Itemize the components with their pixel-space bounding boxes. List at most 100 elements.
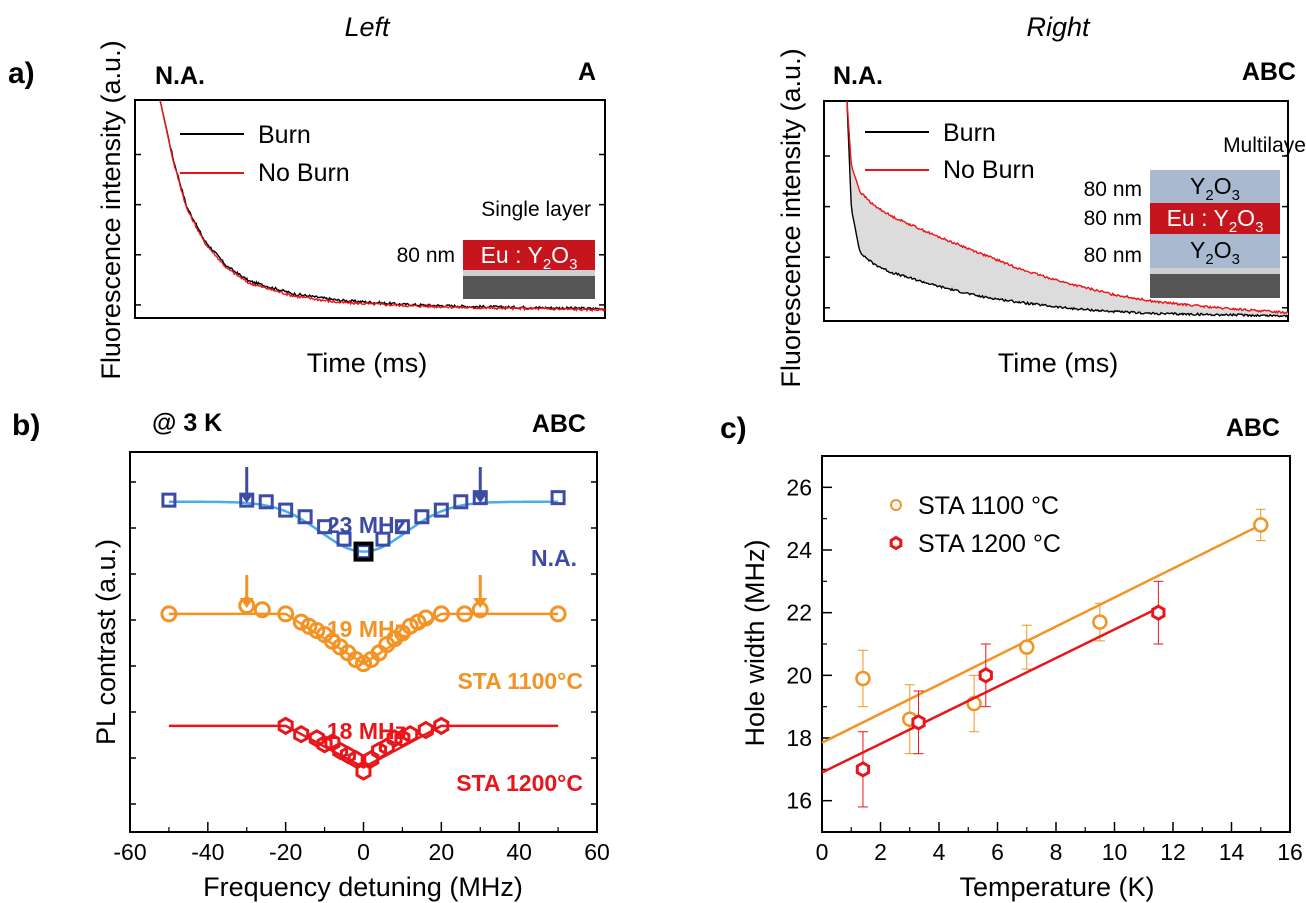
data-point-square [550,490,566,506]
data-point-circle [277,605,295,623]
data-point-square [317,519,333,535]
panel-a-right-ylabel: Fluorescence intensity (a.u.) [776,48,806,387]
y-tick-label: 20 [786,662,812,688]
y-tick-label: 26 [786,474,812,500]
data-point-hexagon [978,667,993,684]
panel-a-left-corner-right: A [578,58,596,86]
data-point-square [278,502,294,518]
inset-multi-label-1: Y2O3 [1190,173,1240,204]
data-point-hexagon [347,749,364,769]
data-point-hexagon [402,724,419,744]
data-point-hexagon [277,716,294,736]
x-tick-label: 0 [357,839,370,865]
data-point-hexagon [371,741,388,761]
panel-a-right: Right N.A. ABC Time (ms) Fluorescence in… [776,12,1306,388]
x-tick-label: 4 [933,839,946,865]
x-tick-label: 60 [584,839,610,865]
data-point-hexagon [394,729,411,748]
data-point-circle [160,605,178,623]
panel-a-right-frame [823,100,1289,322]
panel-a-left-corner-left: N.A. [155,62,205,90]
panel-label-b: b) [12,409,40,442]
fit-line [821,606,1159,774]
panel-a-right-ticks [824,155,1288,309]
panel-a-left-xlabel: Time (ms) [307,348,427,378]
y-tick-label: 22 [786,600,812,626]
data-point-circle [1019,639,1035,655]
x-tick-label: 6 [991,839,1004,865]
legend-label-burn-left: Burn [258,121,311,149]
inset-single-eu-layer [463,240,595,270]
legend-label-noburn-left: No Burn [258,159,350,187]
decay-curve-burn [846,100,1289,318]
x-tick-label: 16 [1277,839,1303,865]
x-tick-label: 12 [1160,839,1186,865]
x-tick-label: 0 [816,839,829,865]
inset-single-eu-label: Eu : Y2O3 [481,242,578,273]
data-point-square [453,494,469,510]
legend-marker-sta1100 [890,499,902,511]
data-point-circle [456,605,474,623]
arrow-head [473,598,488,608]
data-point-circle [253,601,271,619]
panel-b-corner-left: @ 3 K [152,409,222,437]
x-tick-label: 14 [1219,839,1245,865]
data-point-square [375,531,391,547]
arrow-head [239,598,254,608]
fit-line [168,612,559,666]
data-point-square [297,509,313,525]
inset-multi-label-2: Eu : Y2O3 [1167,205,1264,236]
panel-a-right-top-title: Right [1026,12,1091,42]
data-point-square [414,509,430,525]
inset-single-substrate [463,276,595,299]
data-point-hexagon [363,749,380,769]
inset-multi-substrate [1150,274,1280,298]
panel-c-xlabel: Temperature (K) [959,872,1154,902]
linewidth-label: 19 MHz [327,616,406,642]
inset-multi-spacer [1150,268,1280,274]
data-point-hexagon [911,714,926,731]
series-name-label: STA 1200°C [456,770,583,796]
inset-multi-thickness-2: 80 nm [1084,207,1142,230]
data-point-circle [1253,517,1269,533]
panel-b-plot: 23 MHz N.A. 19 MHz STA 1100°C 18 MHz STA 1200… [160,467,583,796]
fit-line [168,724,559,769]
data-point-hexagon [378,737,395,756]
x-tick-label: 8 [1050,839,1063,865]
y-tick-label: 16 [786,788,812,814]
panel-b-xlabel: Frequency detuning (MHz) [203,872,523,902]
series-name-label: STA 1100°C [457,668,583,694]
data-point-square [336,531,352,547]
x-tick-label: 20 [429,839,455,865]
legend-marker-sta1200 [889,535,903,551]
legend-label-noburn-right: No Burn [943,156,1035,184]
y-tick-label: 18 [786,725,812,751]
data-point-hexagon [1151,604,1166,621]
decay-gap-fill [847,101,1288,316]
panel-c-corner-right: ABC [1226,414,1280,442]
legend-label-sta1100: STA 1100 °C [918,492,1059,520]
inset-single-thickness: 80 nm [397,244,455,267]
inset-multi-title: Multilayer [1223,134,1306,157]
data-point-hexagon [316,734,333,754]
panel-c-ylabel: Hole width (MHz) [740,539,770,746]
panel-b-corner-right: ABC [532,410,586,438]
inset-single-spacer [463,270,595,276]
inset-multi-top-layer [1150,170,1280,203]
panel-a-right-corner-right: ABC [1242,58,1296,86]
arrow-head [239,493,254,503]
panel-a-left: Left N.A. A Time (ms) Fluorescence inten… [96,12,606,380]
data-point-hexagon [855,761,871,778]
panel-a-left-curves [159,99,606,313]
panel-label-a: a) [8,57,35,90]
data-point-square [394,519,410,535]
data-point-circle [417,609,435,627]
x-tick-label: -60 [113,839,146,865]
inset-multi-thickness-1: 80 nm [1084,178,1142,201]
center-point-highlight [353,541,374,562]
data-point-hexagon [417,720,434,740]
x-tick-label: 2 [874,839,887,865]
panel-a-right-corner-left: N.A. [833,62,883,90]
